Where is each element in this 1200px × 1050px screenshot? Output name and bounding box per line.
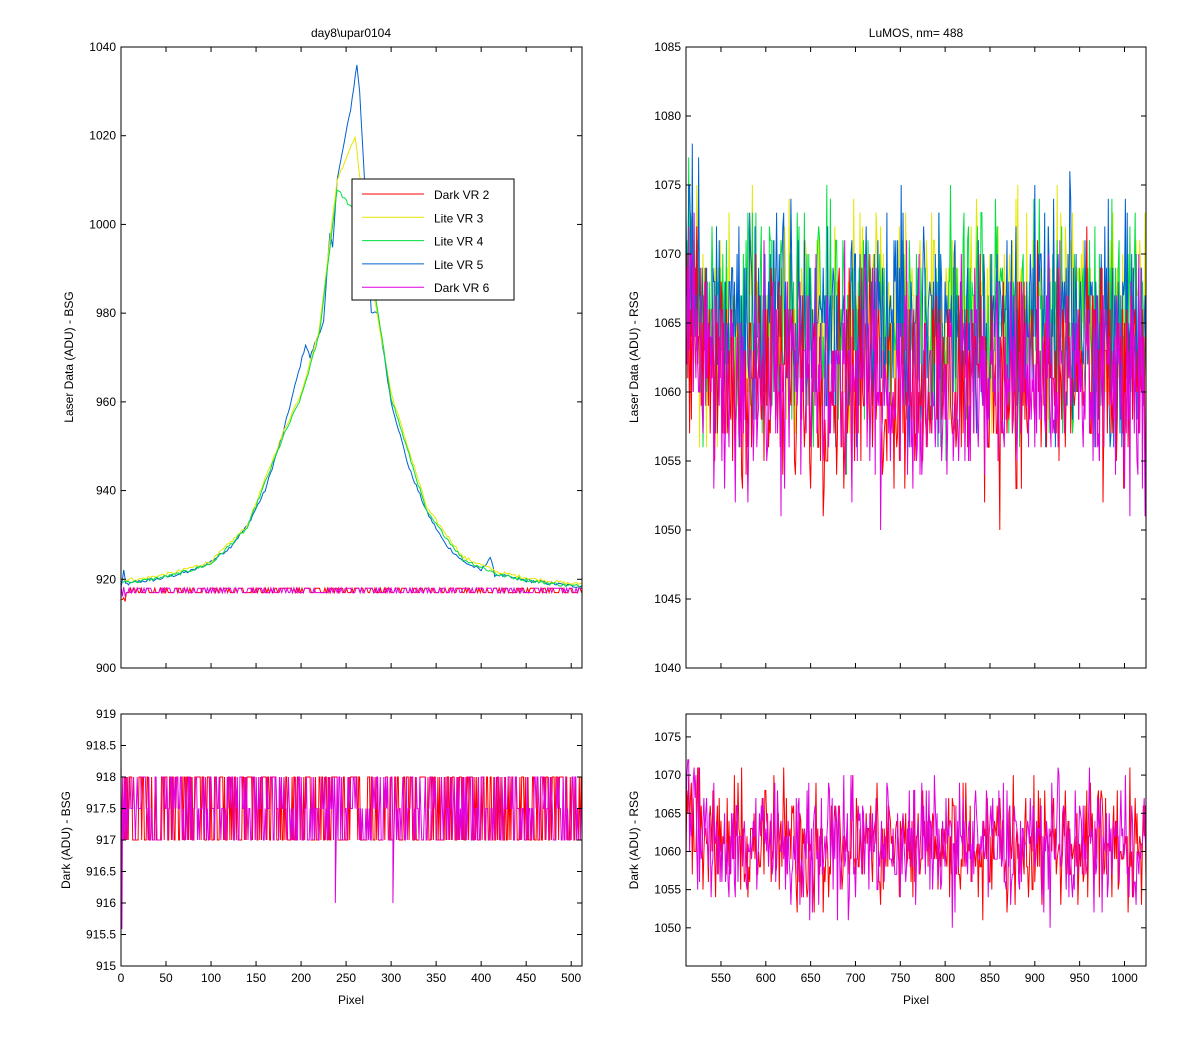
y-tick-label: 917 [96,833,116,847]
y-tick-label: 900 [96,661,116,675]
series-line-dark-vr-6 [686,212,1146,531]
ylabel-top-right: Laser Data (ADU) - RSG [627,291,641,423]
x-tick-label: 400 [471,971,491,985]
y-tick-label: 1020 [89,129,116,143]
y-tick-label: 915.5 [86,928,116,942]
y-tick-label: 1060 [654,844,681,858]
x-tick-label: 900 [1025,971,1045,985]
x-tick-label: 350 [426,971,446,985]
y-tick-label: 1070 [654,768,681,782]
y-tick-label: 1055 [654,883,681,897]
legend-entry-label: Dark VR 2 [434,188,490,202]
axes-bottom-right: Dark (ADU) - RSG Pixel 10501055106010651… [627,713,1147,1007]
x-tick-label: 300 [381,971,401,985]
y-tick-label: 917.5 [86,802,116,816]
series-line-dark-vr-6 [121,585,582,598]
x-tick-label: 600 [756,971,776,985]
x-tick-label: 750 [890,971,910,985]
y-tick-label: 1080 [654,109,681,123]
y-tick-label: 1085 [654,40,681,54]
series-line-dark-vr-6 [686,759,1146,928]
xlabel-bottom-left: Pixel [338,993,364,1007]
y-tick-label: 1075 [654,178,681,192]
x-tick-label: 800 [935,971,955,985]
series-line-lite-vr-3 [122,135,582,586]
legend-entry-label: Lite VR 4 [434,235,484,249]
axes-frame [685,713,1147,967]
ylabel-bottom-right: Dark (ADU) - RSG [627,791,641,890]
y-tick-label: 920 [96,572,116,586]
axes-top-right: LuMOS, nm= 488 Laser Data (ADU) - RSG 10… [627,26,1147,675]
y-tick-label: 919 [96,707,116,721]
y-tick-label: 1045 [654,592,681,606]
title-top-left: day8\upar0104 [311,26,391,40]
x-tick-label: 650 [801,971,821,985]
plot-bottom-left: 915 915.5 916 916.5 917 917.5 918 918.5 919 0 50 10… [86,707,583,985]
x-tick-label: 450 [516,971,536,985]
x-tick-label: 950 [1070,971,1090,985]
y-tick-label: 915 [96,959,116,973]
y-tick-label: 980 [96,306,116,320]
y-tick-label: 1065 [654,316,681,330]
x-tick-label: 0 [118,971,125,985]
x-tick-label: 850 [980,971,1000,985]
y-tick-label: 1065 [654,806,681,820]
y-tick-label: 1070 [654,247,681,261]
y-tick-label: 918.5 [86,739,116,753]
x-tick-label: 250 [336,971,356,985]
x-tick-label: 550 [711,971,731,985]
axes-top-left: day8\upar0104 Laser Data (ADU) - BSG 900… [62,26,583,675]
y-tick-label: 916.5 [86,865,116,879]
legend: Dark VR 2 Lite VR 3 Lite VR 4 Lite VR 5 Dark… [351,178,515,301]
axes-frame [685,46,1147,669]
ylabel-top-left: Laser Data (ADU) - BSG [62,291,76,422]
ylabel-bottom-left: Dark (ADU) - BSG [59,791,73,889]
x-tick-label: 500 [561,971,581,985]
y-tick-label: 960 [96,395,116,409]
axes-frame [120,46,583,669]
axes-bottom-left: Dark (ADU) - BSG Pixel 915915.5916916.59… [59,707,583,1007]
y-tick-label: 1075 [654,730,681,744]
y-tick-label: 940 [96,484,116,498]
x-tick-label: 1000 [1111,971,1138,985]
y-tick-label: 916 [96,896,116,910]
series-line-dark-vr-6 [121,754,582,930]
y-tick-label: 1050 [654,523,681,537]
legend-entry-label: Lite VR 5 [434,258,484,272]
x-tick-label: 100 [201,971,221,985]
y-tick-label: 1055 [654,454,681,468]
plot-top-right: 1040 1045 1050 1055 1060 1065 1070 1075 1080 1085 [654,40,1147,675]
y-tick-label: 1050 [654,921,681,935]
xlabel-bottom-right: Pixel [903,993,929,1007]
x-tick-label: 50 [159,971,173,985]
y-tick-label: 1060 [654,385,681,399]
y-tick-label: 1040 [89,40,116,54]
legend-entry-label: Lite VR 3 [434,211,484,225]
y-tick-label: 1000 [89,217,116,231]
x-tick-label: 200 [291,971,311,985]
y-tick-label: 918 [96,770,116,784]
plot-bottom-right: 1050 1055 1060 1065 1070 1075 550 600 650 700 750 8… [654,713,1147,985]
x-tick-label: 700 [845,971,865,985]
y-tick-label: 1040 [654,661,681,675]
title-top-right: LuMOS, nm= 488 [869,26,964,40]
x-tick-label: 150 [246,971,266,985]
legend-entry-label: Dark VR 6 [434,281,490,295]
plot-top-left: 900 920 940 960 980 1000 1020 1040 [89,40,583,675]
